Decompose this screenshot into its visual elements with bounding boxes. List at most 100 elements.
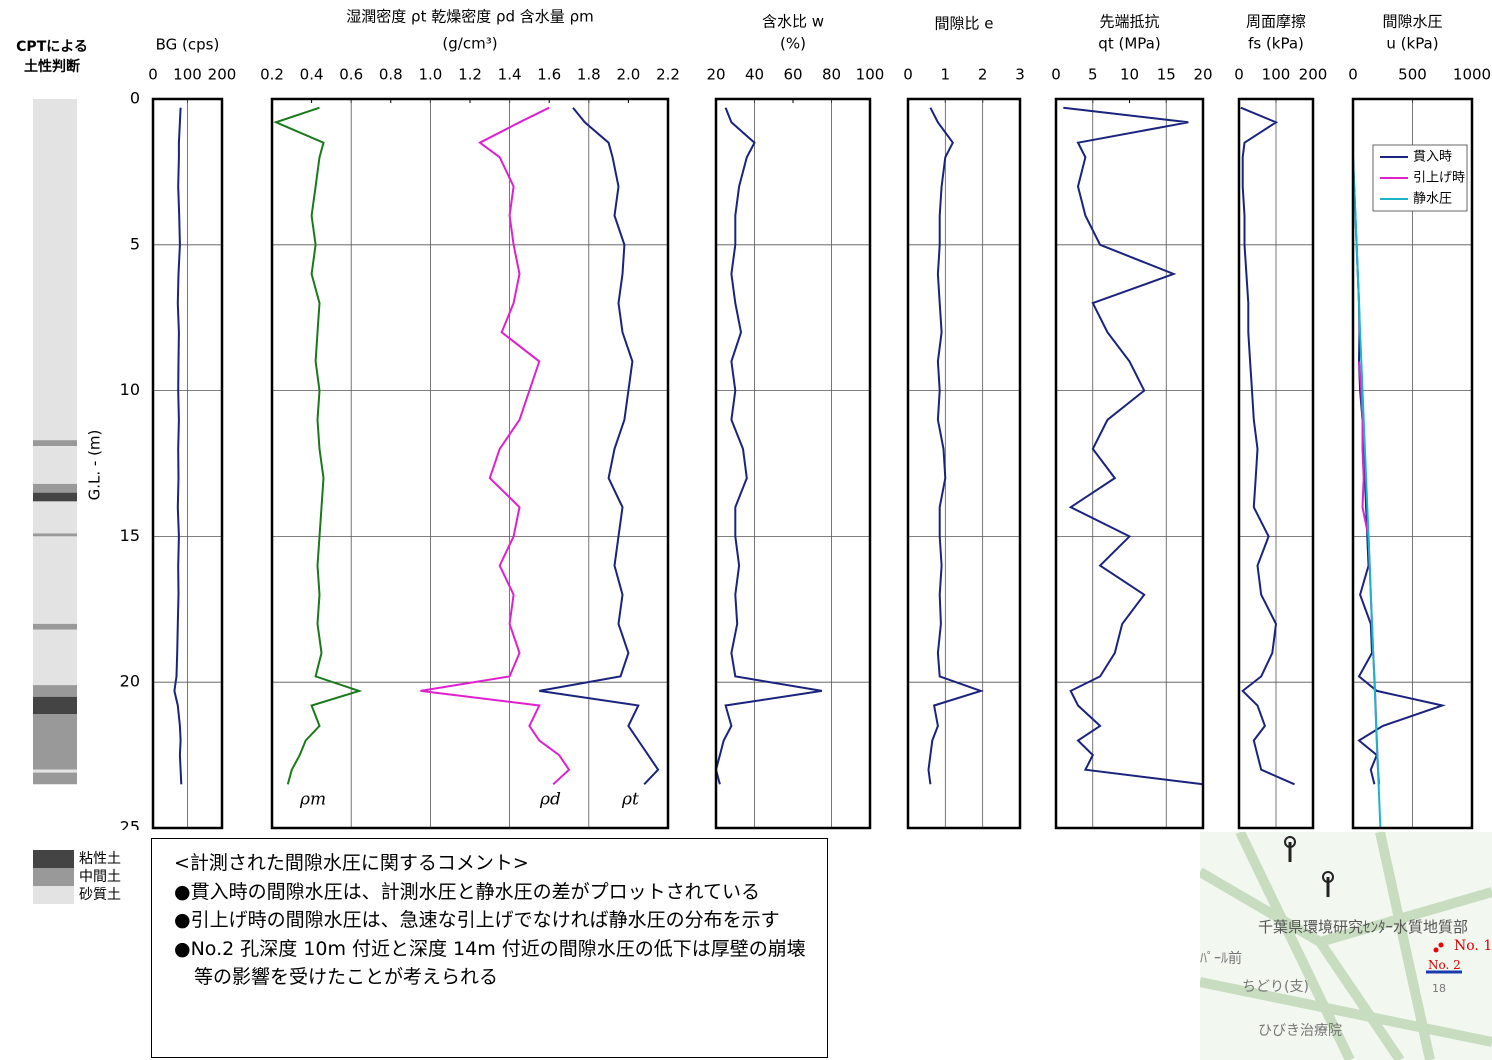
panel-title: qt (MPa) [1098, 35, 1160, 53]
data-line [539, 108, 658, 785]
x-tick-label: 1000 [1453, 66, 1491, 84]
x-tick-label: 500 [1398, 66, 1427, 84]
x-tick-label: 1 [941, 66, 951, 84]
soil-layer [33, 493, 77, 502]
legend-swatch [33, 886, 74, 904]
x-tick-label: 1.8 [577, 66, 601, 84]
data-line [716, 108, 822, 785]
y-tick-label: 5 [130, 234, 140, 253]
panel-frame [716, 99, 870, 828]
panel-title: 湿潤密度 ρt 乾燥密度 ρd 含水量 ρm [346, 8, 593, 26]
x-tick-label: 2.0 [616, 66, 640, 84]
panel-title: 間隙水圧 [1382, 13, 1442, 31]
y-tick-label: 25 [120, 818, 140, 831]
soil-layer [33, 533, 77, 536]
soil-layer [33, 99, 77, 440]
x-tick-label: 0 [903, 66, 913, 84]
comment-title: <計測された間隙水圧に関するコメント> [174, 849, 813, 878]
x-tick-label: 3 [1015, 66, 1025, 84]
soil-layer [33, 685, 77, 697]
map-roads [1200, 832, 1492, 1060]
legend-label: 砂質土 [79, 887, 121, 903]
x-tick-label: 5 [1088, 66, 1098, 84]
legend-label: 引上げ時 [1413, 171, 1465, 186]
y-tick-label: 10 [120, 380, 140, 399]
x-tick-label: 200 [208, 66, 237, 84]
comment-item: ●No.2 孔深度 10m 付近と深度 14m 付近の間隙水圧の低下は厚壁の崩壊… [174, 935, 813, 992]
soil-layer [33, 440, 77, 446]
legend-swatch [33, 868, 74, 886]
map-label: ﾊﾟｰﾙ前 [1200, 948, 1242, 968]
soil-layer [33, 630, 77, 685]
panel-frame [908, 99, 1020, 828]
x-tick-label: 1.0 [418, 66, 442, 84]
x-tick-label: 20 [1193, 66, 1212, 84]
panel-title: (g/cm³) [442, 35, 497, 53]
curve-label: ρm [299, 790, 326, 810]
x-tick-label: 20 [706, 66, 725, 84]
y-tick-label: 15 [120, 526, 140, 545]
soil-title: 土性判断 [24, 58, 80, 75]
x-tick-label: 100 [856, 66, 885, 84]
x-tick-label: 2 [978, 66, 988, 84]
panel-frame [1056, 99, 1203, 828]
panel-title: 周面摩擦 [1246, 13, 1306, 31]
data-line [1063, 108, 1203, 785]
panel-title: u (kPa) [1386, 35, 1438, 53]
x-tick-label: 40 [745, 66, 764, 84]
comment-item: ●引上げ時の間隙水圧は、急速な引上げでなければ静水圧の分布を示す [174, 906, 813, 935]
map-label: No. 1 [1454, 938, 1492, 954]
x-tick-label: 0.6 [339, 66, 363, 84]
comment-item: ●貫入時の間隙水圧は、計測水圧と静水圧の差がプロットされている [174, 878, 813, 907]
panel-title: (%) [780, 35, 806, 53]
soil-title: CPTによる [16, 39, 88, 55]
soil-layer [33, 536, 77, 623]
y-axis-label: G.L. - (m) [86, 430, 104, 501]
x-tick-label: 1.2 [458, 66, 482, 84]
x-tick-label: 0 [1234, 66, 1244, 84]
x-tick-label: 0 [1051, 66, 1061, 84]
x-tick-label: 15 [1157, 66, 1176, 84]
soil-layer [33, 484, 77, 493]
x-tick-label: 0 [1348, 66, 1358, 84]
data-line [929, 108, 981, 785]
x-tick-label: 1.4 [498, 66, 522, 84]
soil-layer [33, 773, 77, 785]
data-line [174, 108, 181, 785]
comment-box: <計測された間隙水圧に関するコメント> ●貫入時の間隙水圧は、計測水圧と静水圧の… [151, 838, 828, 1058]
legend-label: 貫入時 [1413, 150, 1452, 165]
y-tick-label: 20 [120, 672, 140, 691]
panel-title: 間隙比 e [935, 15, 994, 33]
x-tick-label: 0 [148, 66, 158, 84]
panel-frame [272, 99, 668, 828]
x-tick-label: 0.2 [260, 66, 284, 84]
map-label: ちどり(支) [1242, 976, 1309, 996]
x-tick-label: 10 [1120, 66, 1139, 84]
soil-layer [33, 770, 77, 773]
soil-layer [33, 714, 77, 769]
panel-title: BG (cps) [156, 36, 220, 54]
map-label: No. 2 [1428, 958, 1461, 972]
map-label: 千葉県環境研究ｾﾝﾀｰ水質地質部 [1258, 916, 1468, 937]
soil-layer [33, 446, 77, 484]
page: {"depth_axis": {"label": "G.L. - (m)", "… [0, 0, 1492, 1060]
legend-swatch [33, 850, 74, 868]
x-tick-label: 60 [783, 66, 802, 84]
data-line [276, 108, 359, 785]
soil-layer [33, 697, 77, 714]
panel-title: 含水比 w [762, 13, 824, 31]
soil-layer [33, 624, 77, 630]
map-label: ひびき治療院 [1258, 1020, 1342, 1040]
x-tick-label: 2.2 [656, 66, 680, 84]
location-map: 千葉県環境研究ｾﾝﾀｰ水質地質部 ﾊﾟｰﾙ前 ちどり(支) ひびき治療院 No.… [1200, 832, 1492, 1060]
x-tick-label: 100 [1262, 66, 1291, 84]
x-tick-label: 1.6 [537, 66, 561, 84]
soil-layer [33, 501, 77, 533]
data-line [1241, 108, 1295, 785]
panel-title: fs (kPa) [1248, 35, 1304, 53]
data-line [1353, 157, 1380, 828]
y-tick-label: 0 [130, 89, 140, 108]
curve-label: ρd [539, 790, 561, 810]
